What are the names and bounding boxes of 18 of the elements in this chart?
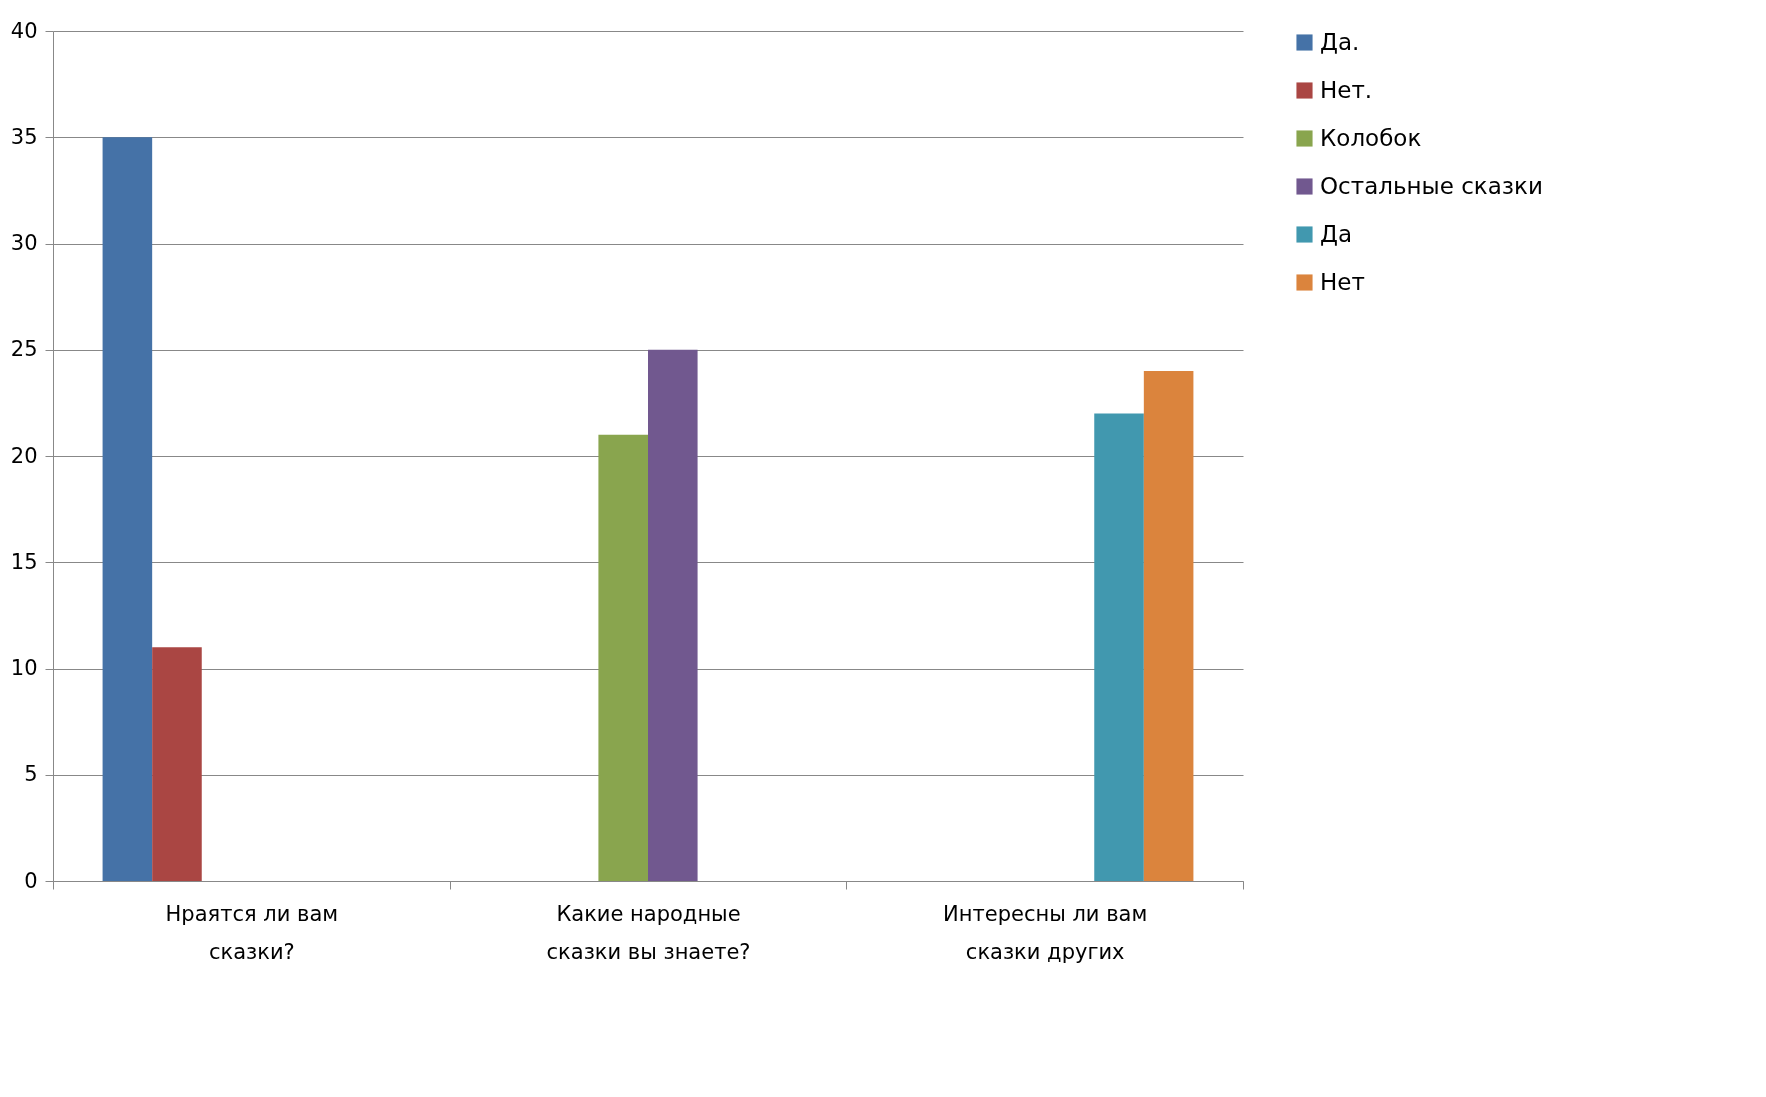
y-tick-label: 40 (10, 18, 38, 43)
legend-label: Колобок (1320, 124, 1422, 151)
y-tick-label: 30 (10, 231, 38, 255)
legend-label: Нет. (1320, 76, 1373, 103)
legend-label: Нет (1320, 268, 1365, 295)
x-tick-label: Нраятся ли вам сказки? (165, 901, 339, 964)
x-tick-label: Какие народные сказки вы знаете? (546, 901, 751, 964)
y-tick-label: 15 (10, 549, 38, 574)
y-tick-label: 10 (10, 656, 38, 680)
legend-label: Да (1320, 220, 1353, 247)
y-tick-label: 25 (10, 337, 38, 362)
y-tick-label: 20 (10, 443, 38, 468)
y-tick-label: 5 (24, 762, 38, 787)
x-tick-label: Интересны ли вам сказки других (943, 901, 1148, 964)
legend-label: Остальные сказки (1320, 172, 1543, 199)
legend-label: Да. (1320, 28, 1360, 55)
y-tick-label: 35 (10, 124, 38, 149)
y-tick-label: 0 (24, 868, 38, 893)
